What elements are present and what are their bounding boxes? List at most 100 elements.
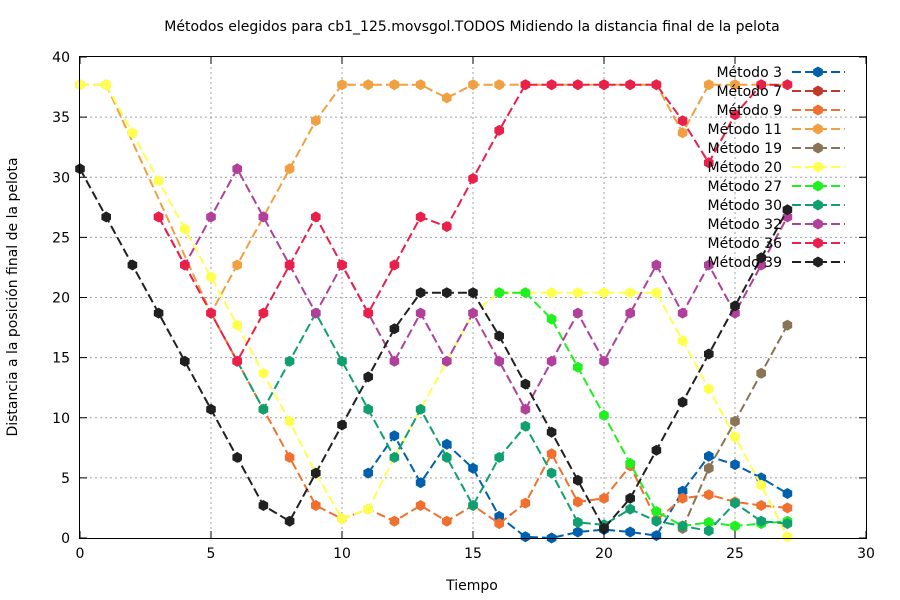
data-point [573, 526, 583, 538]
data-point [756, 500, 766, 511]
data-point [573, 474, 583, 486]
x-tick-label: 5 [207, 546, 216, 562]
legend: Método 3 Método 7 Método 9 Método 11 Método … [708, 65, 845, 271]
legend-label: Método 7 [716, 84, 782, 100]
data-point [468, 500, 478, 511]
data-point [415, 477, 426, 489]
data-point [677, 520, 688, 532]
data-point [677, 396, 688, 408]
data-point [651, 259, 662, 271]
data-point [782, 211, 793, 223]
y-tick-label: 35 [52, 110, 70, 126]
data-point [546, 426, 557, 438]
data-point [573, 496, 583, 508]
series-layer [75, 79, 793, 544]
data-point [127, 259, 138, 271]
data-point [704, 489, 714, 501]
legend-marker [813, 123, 823, 135]
legend-label: Método 32 [708, 217, 782, 233]
data-point [782, 502, 793, 514]
ticks: 0 5 10 15 20 25 30 0 5 10 15 20 25 30 35 40 [52, 50, 875, 562]
data-point [389, 259, 400, 271]
data-point [520, 403, 531, 415]
data-point [153, 307, 164, 319]
data-point [756, 367, 766, 379]
y-tick-label: 15 [52, 351, 70, 367]
data-point [730, 109, 740, 121]
data-point [520, 497, 531, 509]
legend-label: Método 27 [708, 179, 782, 195]
data-point [546, 79, 557, 91]
data-point [494, 79, 504, 91]
data-point [651, 506, 662, 517]
data-point [415, 403, 426, 415]
y-tick-label: 10 [52, 411, 70, 427]
data-point [520, 378, 531, 390]
data-point [468, 79, 478, 91]
data-point [677, 485, 688, 497]
x-tick-label: 10 [333, 546, 351, 562]
legend-label: Método 11 [708, 122, 782, 138]
legend-label: Método 20 [708, 160, 782, 176]
data-point [363, 307, 373, 319]
y-tick-label: 25 [52, 230, 70, 246]
data-point [704, 259, 714, 271]
data-point [625, 307, 635, 319]
data-point [363, 79, 373, 91]
data-point [232, 355, 242, 367]
data-point [730, 459, 740, 471]
data-point [258, 307, 269, 319]
data-point [730, 300, 740, 312]
data-point [232, 319, 242, 331]
data-point [494, 287, 504, 299]
data-point [363, 403, 373, 415]
data-point [442, 287, 452, 299]
series-line [80, 83, 789, 538]
data-point [573, 361, 583, 373]
data-point [730, 415, 740, 427]
data-point [389, 515, 400, 527]
data-point [101, 211, 111, 223]
data-point [442, 92, 452, 104]
data-point [651, 515, 662, 527]
y-axis-label: Distancia a la posición final de la pelo… [5, 157, 21, 436]
data-point [284, 415, 295, 427]
legend-marker [813, 199, 823, 211]
data-point [677, 335, 688, 347]
data-point [494, 355, 504, 367]
data-point [284, 259, 295, 271]
series-line [236, 311, 788, 532]
plot-border [79, 56, 867, 539]
data-point [206, 403, 216, 415]
data-point [599, 79, 609, 91]
x-tick-label: 20 [595, 546, 613, 562]
data-point [677, 127, 688, 139]
data-point [311, 211, 321, 223]
data-point [520, 287, 531, 299]
data-point [337, 79, 347, 91]
data-point [442, 451, 452, 463]
data-point [494, 518, 504, 530]
data-point [415, 287, 426, 299]
data-point [546, 355, 557, 367]
data-point [389, 79, 400, 91]
data-point [625, 526, 635, 538]
data-point [389, 430, 400, 442]
data-point [180, 355, 190, 367]
data-point [704, 383, 714, 395]
legend-marker [813, 66, 823, 78]
data-point [284, 163, 295, 175]
x-tick-label: 30 [857, 546, 875, 562]
data-point [415, 307, 426, 319]
data-point [284, 355, 295, 367]
data-point [232, 259, 242, 271]
data-point [337, 513, 347, 525]
data-point [625, 457, 635, 469]
data-point [756, 252, 766, 264]
legend-marker [813, 161, 823, 173]
data-point [704, 450, 714, 462]
data-point [677, 307, 688, 319]
y-tick-label: 30 [52, 170, 70, 186]
data-point [311, 115, 321, 127]
